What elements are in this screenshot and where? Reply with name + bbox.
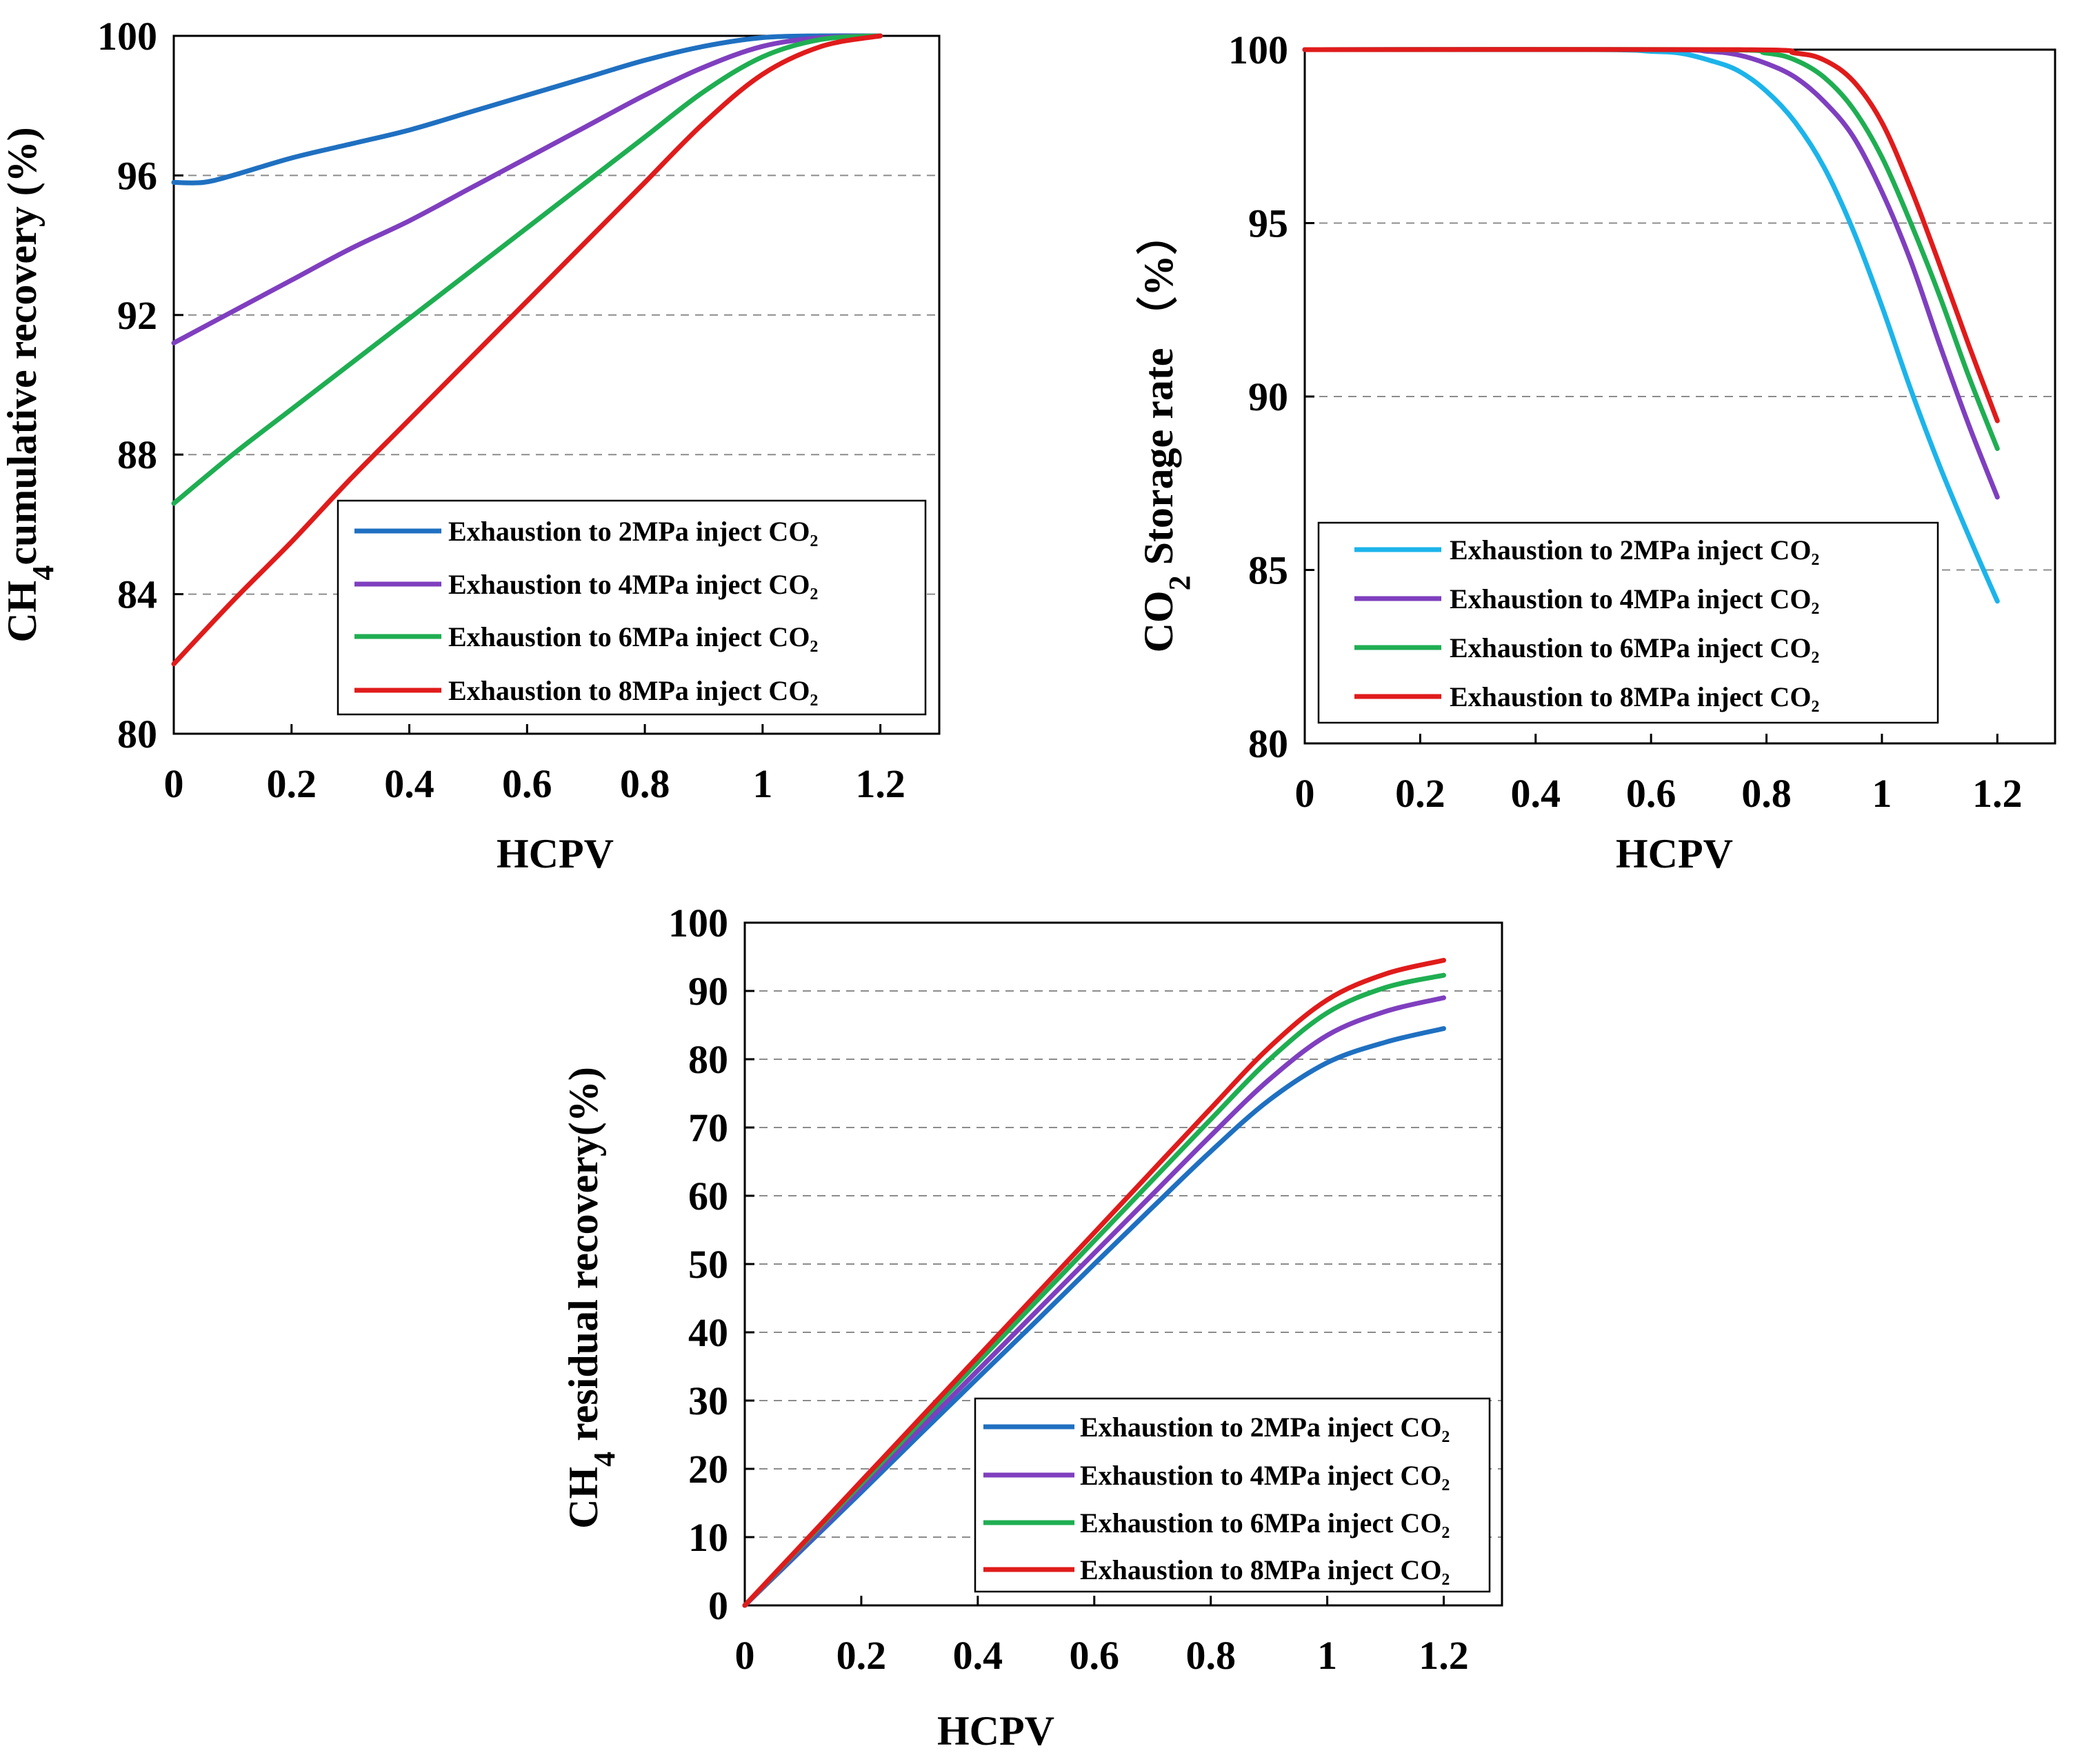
x-axis-title: HCPV (937, 1708, 1054, 1754)
x-tick-label: 1 (1872, 771, 1892, 816)
series-line (171, 33, 883, 186)
y-tick-label: 80 (1248, 721, 1288, 766)
legend-label: Exhaustion to 2MPa inject CO₂ (1080, 1412, 1450, 1443)
x-tick-label: 0.6 (1626, 771, 1676, 816)
x-tick-label: 1 (1317, 1633, 1337, 1678)
y-tick-label: 84 (117, 572, 157, 617)
y-axis-title-chemical: CH (0, 581, 45, 643)
y-axis-title-chemical: CH (561, 1467, 606, 1529)
x-tick-label: 1.2 (1972, 771, 2023, 816)
legend-label: Exhaustion to 8MPa inject CO₂ (448, 675, 818, 706)
y-axis-title: CH4cumulative recovery (%) (0, 127, 60, 642)
x-tick-label: 0 (1295, 771, 1315, 816)
x-tick-label: 0.4 (953, 1633, 1003, 1678)
x-axis-title: HCPV (497, 831, 614, 876)
y-axis-title-text: Storage rate （%） (1135, 214, 1181, 576)
x-tick-label: 0.8 (1741, 771, 1792, 816)
y-axis-title: CO2 Storage rate （%） (1135, 214, 1196, 653)
x-tick-label: 1 (752, 761, 772, 806)
x-tick-label: 1.2 (1419, 1633, 1469, 1678)
y-axis-title-chemical: CO (1136, 590, 1181, 652)
y-tick-label: 50 (688, 1242, 728, 1287)
legend-label: Exhaustion to 6MPa inject CO₂ (1080, 1507, 1450, 1539)
legend (1317, 521, 1939, 724)
y-tick-label: 0 (708, 1583, 728, 1628)
y-tick-label: 80 (688, 1037, 728, 1082)
y-tick-label: 60 (688, 1174, 728, 1219)
legend-label: Exhaustion to 6MPa inject CO₂ (448, 621, 818, 652)
series-line (1302, 47, 2000, 423)
y-tick-label: 40 (688, 1310, 728, 1355)
x-tick-label: 0.4 (384, 761, 434, 806)
x-tick-label: 0 (164, 761, 184, 806)
y-tick-label: 30 (688, 1379, 728, 1423)
series-line (742, 995, 1446, 1608)
legend-label: Exhaustion to 4MPa inject CO₂ (1080, 1460, 1450, 1491)
y-tick-label: 85 (1248, 548, 1288, 593)
legend-label: Exhaustion to 8MPa inject CO₂ (1080, 1554, 1450, 1585)
y-axis-title-subscript: 4 (588, 1452, 621, 1467)
y-tick-label: 100 (1228, 28, 1288, 72)
y-axis-title: CH4 residual recovery(%) (561, 1067, 621, 1529)
x-tick-label: 0.6 (1070, 1633, 1120, 1678)
legend-label: Exhaustion to 2MPa inject CO₂ (448, 516, 818, 547)
series-line (742, 958, 1446, 1608)
y-tick-label: 20 (688, 1447, 728, 1492)
legend-label: Exhaustion to 4MPa inject CO₂ (1450, 583, 1819, 614)
y-axis-title-text: residual recovery(%) (561, 1067, 606, 1452)
legend-label: Exhaustion to 4MPa inject CO₂ (448, 569, 818, 600)
y-tick-label: 88 (117, 432, 157, 477)
legend-label: Exhaustion to 2MPa inject CO₂ (1450, 534, 1819, 565)
y-axis-title-text: cumulative recovery (%) (0, 127, 45, 565)
legend (974, 1397, 1491, 1593)
x-axis-title: HCPV (1616, 831, 1733, 876)
y-tick-label: 90 (1248, 374, 1288, 419)
series-line (171, 33, 883, 345)
x-tick-label: 0.2 (1395, 771, 1445, 816)
y-axis-title-subscript: 4 (26, 565, 60, 581)
x-tick-label: 0.8 (1185, 1633, 1236, 1678)
x-tick-label: 0.8 (620, 761, 670, 806)
cumulative-recovery-chart: 0 0.2 0.4 0.6 0.8 1 1.2 80 84 88 92 96 100 Exhaustion… (0, 14, 941, 876)
co2-storage-rate-chart: 0 0.2 0.4 0.6 0.8 1 1.2 80 85 90 95 100 Exhaustion t… (1135, 28, 2056, 876)
x-tick-label: 0.2 (267, 761, 317, 806)
legend-label: Exhaustion to 6MPa inject CO₂ (1450, 632, 1819, 663)
y-tick-label: 70 (688, 1105, 728, 1150)
residual-recovery-chart: 0 0.2 0.4 0.6 0.8 1 1.2 0 10 20 30 40 50 60 70 80 90 100 E… (561, 901, 1503, 1754)
legend (337, 499, 927, 716)
x-tick-label: 0.6 (502, 761, 552, 806)
y-tick-label: 100 (97, 14, 157, 59)
plot-area (172, 34, 941, 735)
series-line (171, 33, 883, 506)
y-axis-title-subscript: 2 (1163, 575, 1196, 590)
series-line (171, 33, 883, 667)
y-tick-label: 100 (668, 901, 728, 945)
x-tick-label: 0 (735, 1633, 755, 1678)
y-tick-label: 96 (117, 153, 157, 198)
y-tick-label: 80 (117, 712, 157, 756)
series-line (742, 1026, 1446, 1608)
y-tick-label: 92 (117, 293, 157, 338)
y-tick-label: 10 (688, 1515, 728, 1560)
x-tick-label: 0.2 (837, 1633, 887, 1678)
x-tick-label: 1.2 (855, 761, 905, 806)
x-tick-label: 0.4 (1511, 771, 1561, 816)
y-tick-label: 90 (688, 969, 728, 1014)
y-tick-label: 95 (1248, 201, 1288, 246)
legend-label: Exhaustion to 8MPa inject CO₂ (1450, 681, 1819, 712)
